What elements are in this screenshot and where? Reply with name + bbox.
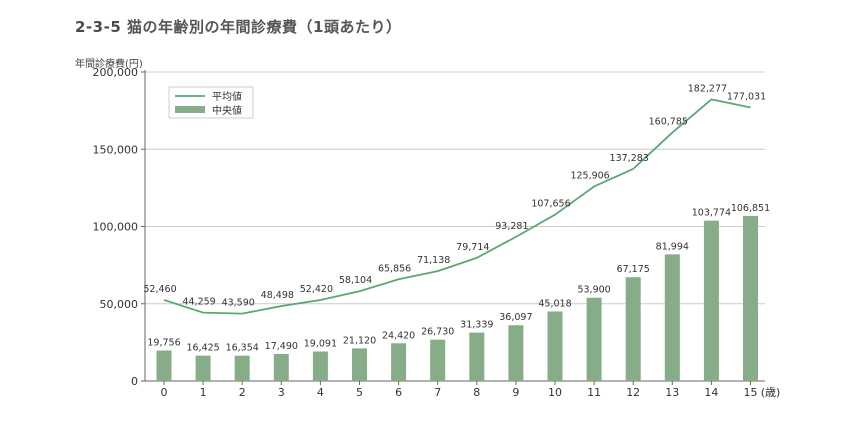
x-tick-label: 3: [278, 386, 285, 399]
y-tick-label: 150,000: [93, 143, 139, 156]
line-data-label: 79,714: [456, 242, 489, 253]
y-axis-label: 年間診療費(円): [75, 59, 143, 70]
y-tick-label: 50,000: [100, 298, 139, 311]
x-tick-label: 11: [587, 386, 601, 399]
bar-data-label: 31,339: [460, 320, 493, 331]
line-data-label: 182,277: [688, 83, 727, 94]
bar-median: [312, 351, 328, 381]
bar-data-label: 17,490: [265, 341, 298, 352]
bar-data-label: 36,097: [499, 312, 532, 323]
bar-data-label: 21,120: [343, 335, 376, 346]
bar-median: [703, 220, 719, 381]
x-axis-unit: (歳): [761, 386, 781, 399]
bar-data-label: 67,175: [617, 264, 650, 275]
legend-label-median: 中央値: [212, 104, 242, 117]
line-data-label: 65,856: [378, 263, 411, 274]
y-tick-label: 0: [131, 375, 138, 388]
x-tick-label: 12: [626, 386, 640, 399]
x-tick-label: 15: [744, 386, 758, 399]
bar-data-label: 16,425: [186, 343, 219, 354]
bar-median: [195, 355, 211, 381]
x-tick-label: 9: [512, 386, 519, 399]
bar-median: [625, 277, 641, 381]
bar-median: [586, 297, 602, 381]
legend-bar-swatch: [175, 106, 205, 113]
bar-data-label: 45,018: [538, 298, 571, 309]
line-data-label: 71,138: [417, 255, 450, 266]
bar-median: [664, 254, 680, 381]
y-tick-label: 200,000: [93, 66, 139, 79]
line-data-label: 52,420: [300, 284, 333, 295]
bar-median: [234, 355, 250, 381]
chart-title-text: 猫の年齢別の年間診療費（1頭あたり）: [127, 18, 402, 36]
bar-median: [743, 215, 758, 381]
line-data-label: 160,785: [649, 117, 688, 128]
line-data-label: 52,460: [143, 284, 176, 295]
bar-data-label: 26,730: [421, 327, 454, 338]
bar-median: [469, 332, 485, 381]
line-data-label: 44,259: [182, 297, 215, 308]
line-data-label: 93,281: [495, 221, 528, 232]
bar-median: [547, 311, 563, 381]
x-tick-label: 7: [434, 386, 441, 399]
x-tick-label: 13: [665, 386, 679, 399]
line-data-label: 58,104: [339, 275, 372, 286]
x-tick-label: 1: [200, 386, 207, 399]
bar-data-label: 16,354: [226, 343, 259, 354]
line-data-label: 43,590: [222, 298, 255, 309]
line-average: [163, 98, 751, 315]
x-tick-label: 2: [239, 386, 246, 399]
y-tick-label: 100,000: [93, 221, 139, 234]
x-tick-label: 10: [548, 386, 562, 399]
legend-label-average: 平均値: [212, 90, 242, 103]
line-data-label: 48,498: [261, 290, 294, 301]
line-data-label: 125,906: [570, 170, 609, 181]
bar-data-label: 103,774: [692, 208, 731, 219]
bar-median: [352, 348, 367, 381]
bar-median: [508, 325, 524, 381]
x-tick-label: 5: [356, 386, 363, 399]
x-tick-label: 4: [317, 386, 324, 399]
line-data-label: 137,283: [610, 153, 649, 164]
bar-median: [156, 350, 172, 381]
chart-title: 2-3-5 猫の年齢別の年間診療費（1頭あたり）: [75, 16, 401, 37]
bar-median: [391, 343, 407, 381]
bar-data-label: 53,900: [577, 285, 610, 296]
bar-data-label: 19,091: [304, 339, 337, 350]
x-tick-label: 6: [395, 386, 402, 399]
line-data-label: 107,656: [531, 199, 570, 210]
x-tick-label: 14: [704, 386, 718, 399]
x-tick-label: 0: [161, 386, 168, 399]
bar-data-label: 24,420: [382, 330, 415, 341]
bar-data-label: 81,994: [656, 241, 689, 252]
bar-median: [273, 353, 289, 381]
line-data-label: 177,031: [727, 91, 766, 102]
bar-data-label: 19,756: [147, 337, 180, 348]
chart-number: 2-3-5: [75, 18, 122, 36]
x-tick-label: 8: [473, 386, 480, 399]
bar-median: [430, 339, 446, 381]
bar-data-label: 106,851: [731, 203, 770, 214]
